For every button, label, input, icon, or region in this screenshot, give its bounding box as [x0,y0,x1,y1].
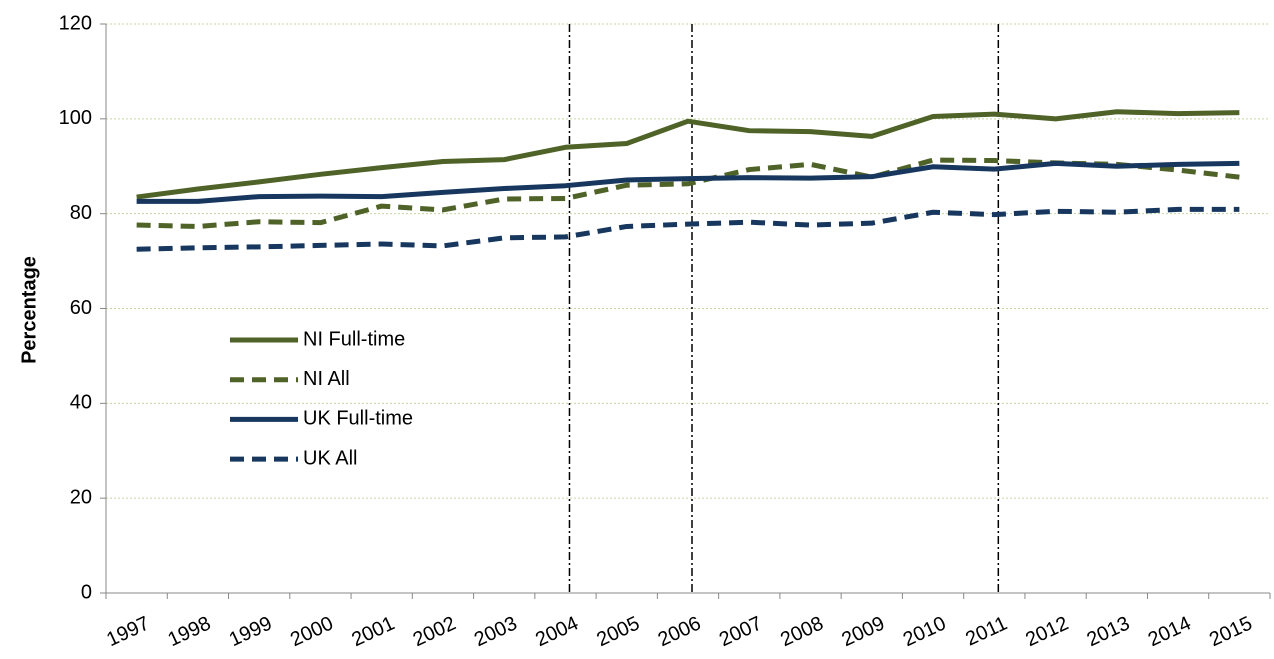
legend-label: NI Full-time [303,328,405,350]
x-tick-label: 2006 [655,612,705,651]
x-tick-label: 2003 [471,612,521,651]
x-tick-label: 2012 [1022,612,1072,651]
x-tick-label: 2002 [410,612,460,651]
legend-label: UK Full-time [303,408,413,430]
y-tick-label: 40 [70,392,92,414]
x-tick-label: 2008 [777,612,827,651]
y-tick-label: 60 [70,297,92,319]
x-tick-label: 2015 [1206,612,1256,651]
x-tick-label: 1998 [165,612,215,651]
legend-label: NI All [303,368,350,390]
x-tick-label: 2013 [1084,612,1134,651]
x-tick-label: 1999 [226,612,276,651]
x-tick-label: 2000 [287,612,337,651]
x-tick-label: 2004 [532,612,582,651]
x-tick-label: 2009 [839,612,889,651]
legend-label: UK All [303,447,357,469]
x-tick-label: 1997 [103,612,153,651]
y-tick-label: 100 [59,107,92,129]
series-line [136,157,1240,229]
x-tick-label: 2014 [1145,612,1195,651]
series-line [136,160,1240,204]
y-axis-label: Percentage [18,256,40,364]
series-line [136,109,1240,200]
x-tick-label: 2005 [593,612,643,651]
y-tick-label: 0 [81,581,92,603]
series-line [136,206,1240,252]
y-tick-label: 20 [70,486,92,508]
x-tick-label: 2001 [348,612,398,651]
y-tick-label: 120 [59,12,92,34]
x-tick-label: 2007 [716,612,766,651]
x-tick-label: 2011 [962,612,1010,650]
y-tick-label: 80 [70,202,92,224]
x-tick-label: 2010 [900,612,950,651]
